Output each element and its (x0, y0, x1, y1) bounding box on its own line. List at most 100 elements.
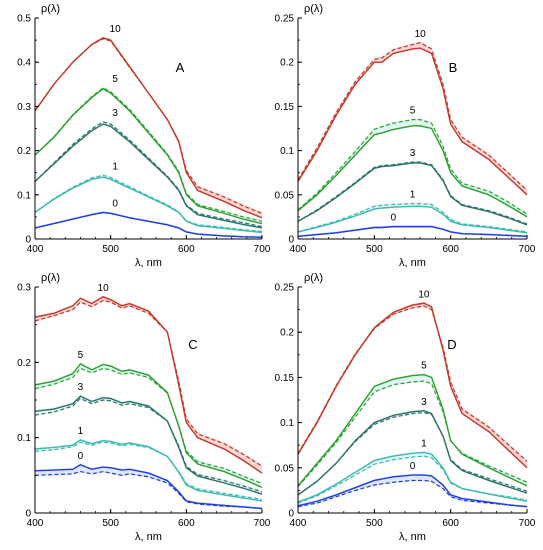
curve-label: 1 (112, 161, 118, 172)
curve-label: 10 (98, 283, 110, 294)
x-tick-label: 600 (178, 518, 195, 529)
series-line-1 (34, 176, 263, 234)
series-0: 0 (297, 213, 528, 238)
series-dashed-10 (34, 38, 263, 214)
series-dashed-3 (34, 397, 263, 493)
series-line-5 (297, 373, 528, 487)
y-tick-label: 0.3 (17, 283, 31, 294)
x-tick-label: 700 (519, 518, 536, 529)
y-tick-label: 0.2 (17, 358, 31, 369)
series-band-3 (298, 409, 527, 496)
curve-label: 5 (410, 106, 416, 117)
series-5: 5 (34, 350, 263, 489)
curve-label: 3 (78, 382, 84, 393)
y-tick-label: 0.5 (17, 14, 31, 25)
series-dashed-0 (297, 479, 528, 508)
x-axis-label: λ, nm (399, 257, 426, 269)
series-1: 1 (297, 190, 528, 234)
series-dashed-3 (297, 412, 528, 496)
series-1: 1 (34, 161, 263, 234)
x-tick-label: 700 (254, 244, 271, 255)
y-axis-label: ρ(λ) (304, 272, 323, 284)
series-line-5 (297, 125, 528, 218)
series-dashed-0 (297, 226, 528, 237)
y-tick-label: 0.1 (280, 418, 294, 429)
y-tick-label: 0.1 (280, 146, 294, 157)
series-line-3 (34, 123, 263, 229)
x-tick-label: 600 (442, 244, 459, 255)
series-dashed-1 (297, 203, 528, 233)
y-tick-label: 0 (25, 235, 31, 246)
series-dashed-0 (34, 470, 263, 510)
series-band-0 (35, 211, 262, 239)
panel-letter: C (188, 337, 197, 352)
series-dashed-3 (34, 121, 263, 228)
x-tick-label: 400 (290, 518, 307, 529)
y-axis-label: ρ(λ) (304, 3, 323, 15)
curve-label: 1 (421, 438, 427, 449)
series-1: 1 (34, 426, 263, 502)
curve-label: 5 (112, 74, 118, 85)
curve-label: 5 (421, 361, 427, 372)
y-tick-label: 0.1 (17, 190, 31, 201)
x-tick-label: 500 (366, 518, 383, 529)
series-3: 3 (34, 382, 263, 496)
series-3: 3 (297, 397, 528, 496)
curve-label: 1 (78, 426, 84, 437)
series-line-10 (297, 302, 528, 469)
x-tick-label: 500 (366, 244, 383, 255)
x-tick-label: 500 (102, 244, 119, 255)
series-line-5 (34, 87, 263, 225)
x-tick-label: 400 (27, 518, 44, 529)
series-line-0 (34, 464, 263, 510)
x-tick-label: 600 (442, 518, 459, 529)
x-tick-label: 700 (519, 244, 536, 255)
y-tick-label: 0.05 (275, 463, 295, 474)
x-tick-label: 400 (27, 244, 44, 255)
curve-label: 10 (415, 29, 427, 40)
curve-label: 10 (418, 289, 430, 300)
series-0: 0 (34, 451, 263, 510)
series-line-0 (297, 474, 528, 508)
x-tick-label: 700 (254, 518, 271, 529)
panel-letter: B (449, 60, 458, 75)
panel-letter: A (176, 60, 185, 75)
panel-letter: D (447, 337, 456, 352)
series-dashed-1 (297, 455, 528, 504)
series-dashed-1 (34, 441, 263, 501)
series-band-10 (298, 301, 527, 469)
series-band-5 (35, 362, 262, 489)
series-line-10 (297, 47, 528, 196)
series-band-10 (35, 295, 262, 474)
y-tick-label: 0.2 (280, 58, 294, 69)
y-tick-label: 0.3 (17, 102, 31, 113)
series-10: 10 (34, 283, 263, 474)
series-dashed-5 (34, 367, 263, 485)
curve-label: 3 (421, 397, 427, 408)
series-line-1 (297, 205, 528, 234)
curve-label: 10 (110, 24, 122, 35)
y-tick-label: 0.15 (275, 102, 295, 113)
curve-label: 0 (391, 213, 397, 224)
x-axis-label: λ, nm (399, 531, 426, 543)
series-dashed-10 (297, 42, 528, 191)
y-tick-label: 0.15 (275, 373, 295, 384)
y-tick-label: 0.25 (275, 283, 295, 294)
series-line-3 (34, 395, 263, 495)
series-line-10 (34, 296, 263, 474)
y-tick-label: 0.2 (17, 146, 31, 157)
y-tick-label: 0.2 (280, 328, 294, 339)
series-10: 10 (297, 29, 528, 196)
curve-label: 0 (112, 198, 118, 209)
series-0: 0 (297, 461, 528, 508)
series-5: 5 (297, 106, 528, 218)
series-line-5 (34, 362, 263, 489)
series-10: 10 (297, 289, 528, 469)
y-axis-label: ρ(λ) (41, 272, 60, 284)
y-tick-label: 0.05 (275, 190, 295, 201)
